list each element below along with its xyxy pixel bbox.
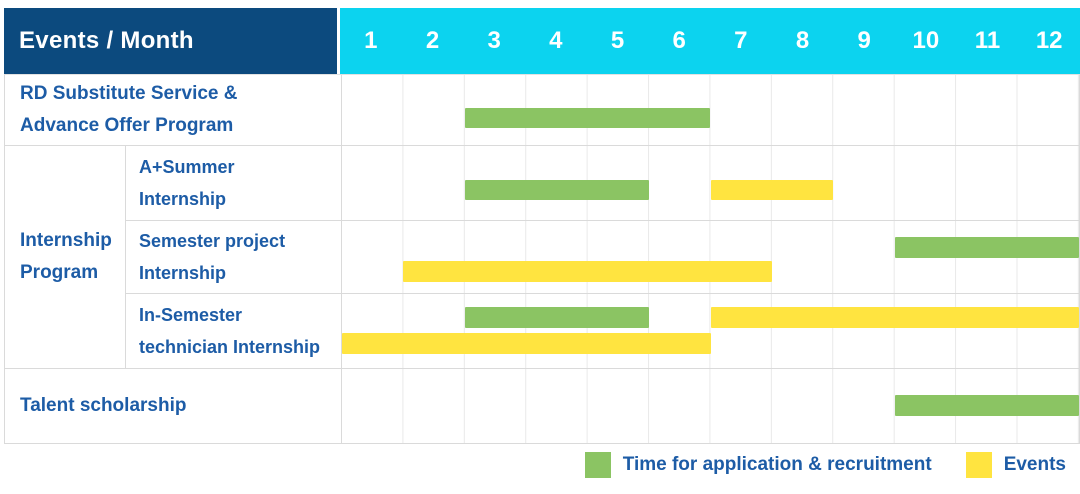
bar-event: [710, 307, 1079, 328]
row-label-semester-project: Semester project Internship: [125, 221, 341, 293]
legend-label-events: Events: [1003, 454, 1066, 475]
month-header-cell: 1: [364, 27, 378, 54]
group-label-internship-program: Internship Program: [20, 230, 112, 283]
month-header-cell: 11: [974, 27, 1001, 54]
legend-swatch-recruitment-icon: [584, 452, 611, 478]
month-header-cell: 5: [610, 27, 625, 54]
row-aplus-summer: A+Summer Internship: [125, 146, 1079, 220]
month-header-cell: 10: [912, 27, 940, 54]
legend-item-recruitment: Time for application & recruitment: [584, 452, 932, 478]
internship-program-subrows: A+Summer Internship Semester project Int…: [125, 146, 1079, 368]
month-header-cell: 7: [734, 27, 748, 54]
month-header-band: 1 2 3 4 5 6 7 8 9 10 11 12: [340, 8, 1080, 74]
chart-cell-rd-substitute: [341, 75, 1079, 145]
chart-cell-semester-project: [341, 221, 1079, 293]
legend-item-events: Events: [965, 452, 1066, 478]
header-row: Events / Month 1 2 3 4 5 6 7 8 9 10 11 12: [4, 8, 1080, 74]
legend: Time for application & recruitment Event…: [584, 452, 1066, 478]
month-header-cell: 2: [425, 27, 440, 54]
month-header-cell: 3: [487, 27, 501, 54]
legend-label-recruitment: Time for application & recruitment: [622, 454, 932, 475]
month-header-cell: 6: [672, 27, 686, 54]
bar-recruitment: [464, 307, 650, 328]
chart-cell-talent-scholarship: [341, 369, 1079, 443]
corner-header: Events / Month: [4, 8, 340, 74]
bar-recruitment: [894, 395, 1079, 416]
bar-event: [403, 261, 772, 282]
bar-recruitment: [464, 180, 650, 200]
bar-recruitment: [464, 108, 711, 128]
gantt-table: Events / Month 1 2 3 4 5 6 7 8 9 10 11 12 RD Substi…: [4, 8, 1080, 444]
row-talent-scholarship: Talent scholarship: [5, 368, 1079, 443]
row-label-in-semester-technician: In-Semester technician Internship: [125, 294, 341, 368]
month-header-cell: 4: [549, 27, 563, 54]
table-body: RD Substitute Service & Advance Offer Pr…: [4, 74, 1080, 444]
row-rd-substitute: RD Substitute Service & Advance Offer Pr…: [5, 75, 1079, 145]
row-label-aplus-summer: A+Summer Internship: [125, 146, 341, 220]
month-header-cell: 12: [1035, 27, 1063, 54]
legend-swatch-events-icon: [965, 452, 992, 478]
month-header-cell: 8: [795, 27, 810, 54]
chart-cell-in-semester-technician: [341, 294, 1079, 368]
bar-event: [342, 333, 711, 354]
row-label-talent-scholarship: Talent scholarship: [20, 395, 187, 416]
row-label-rd-substitute: RD Substitute Service & Advance Offer Pr…: [20, 83, 238, 136]
internship-program-group: Internship Program A+Summer Internship S…: [5, 145, 1079, 368]
month-header-cell: 9: [857, 27, 871, 54]
row-in-semester-technician: In-Semester technician Internship: [125, 293, 1079, 368]
chart-cell-aplus-summer: [341, 146, 1079, 220]
bar-recruitment: [894, 237, 1079, 258]
bar-event: [710, 180, 834, 200]
row-semester-project: Semester project Internship: [125, 220, 1079, 293]
